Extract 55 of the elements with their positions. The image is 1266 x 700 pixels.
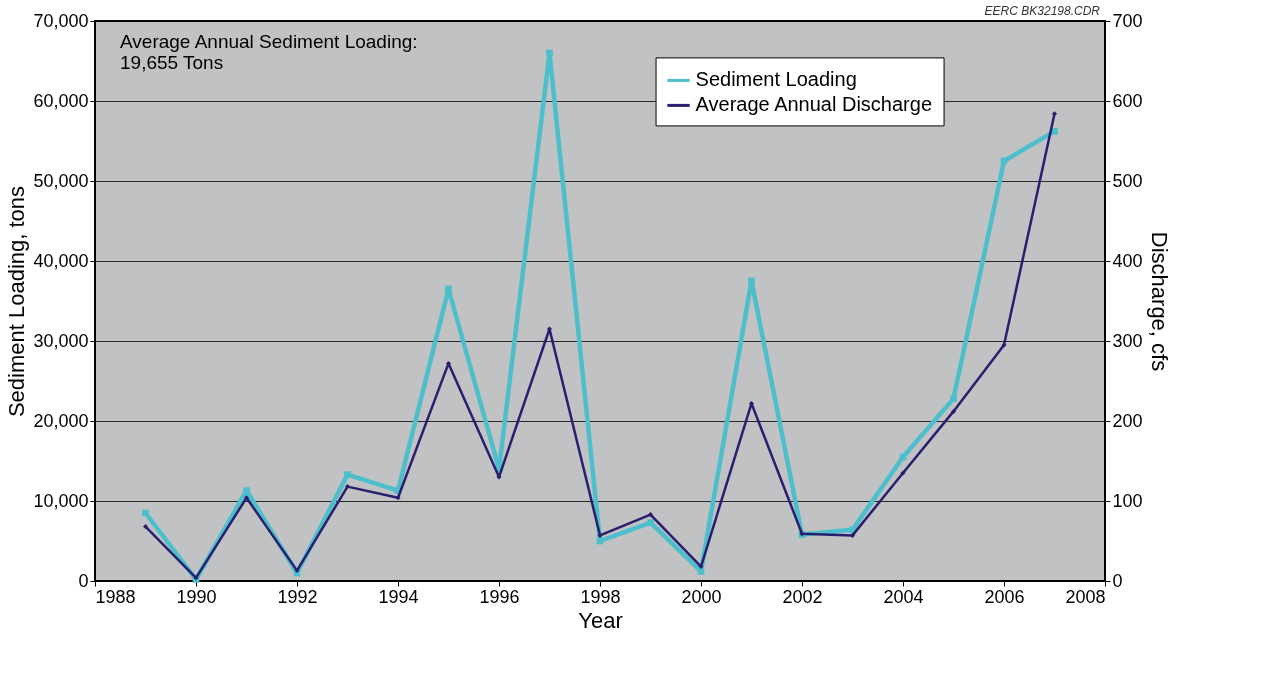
point <box>597 532 603 538</box>
y-tick-label: 50,000 <box>33 170 89 191</box>
point <box>900 470 906 476</box>
y2-tick-label: 300 <box>1112 330 1143 351</box>
point <box>344 471 351 478</box>
point <box>749 400 754 406</box>
point <box>648 512 653 518</box>
x-tick-label: 2000 <box>681 586 722 607</box>
point <box>345 484 350 490</box>
point <box>698 564 704 570</box>
y-tick-label: 60,000 <box>33 90 89 111</box>
x-tick-label: 2006 <box>984 586 1025 607</box>
y-axis-title: Sediment Loading, tons <box>4 185 30 418</box>
y2-tick-label: 500 <box>1112 170 1143 191</box>
annotation: Average Annual Sediment Loading: 19,655 Tons <box>120 31 418 73</box>
point <box>647 519 654 526</box>
y-tick-label: 70,000 <box>33 10 89 31</box>
y-tick-label: 10,000 <box>33 490 89 511</box>
y-tick-label: 0 <box>78 570 89 591</box>
point <box>143 524 148 530</box>
y2-tick-label: 200 <box>1112 410 1143 431</box>
x-tick-label: 1994 <box>378 586 419 607</box>
point <box>546 49 553 57</box>
y2-tick-label: 400 <box>1112 250 1143 271</box>
legend-label: Average Annual Discharge <box>695 93 933 116</box>
text: EERC BK32198.CDR <box>984 4 1101 18</box>
x-tick-label: 1992 <box>277 586 318 607</box>
point <box>748 277 755 285</box>
y2-tick-label: 100 <box>1112 490 1143 511</box>
y-tick-label: 30,000 <box>33 330 89 351</box>
point <box>950 395 957 402</box>
x-tick-label: 1988 <box>95 586 136 607</box>
point <box>850 532 855 538</box>
point <box>446 360 451 366</box>
point <box>395 495 401 501</box>
x-tick-label: 2004 <box>883 586 924 607</box>
x-axis-title: Year <box>578 607 623 633</box>
point <box>445 285 452 293</box>
x-tick-label: 1996 <box>479 586 520 607</box>
point <box>244 495 249 501</box>
point <box>142 509 149 517</box>
y2-tick-label: 700 <box>1112 10 1143 31</box>
legend-label: Sediment Loading <box>695 68 857 91</box>
y2-axis-title: Discharge, cfs <box>1146 231 1172 372</box>
y2-tick-label: 600 <box>1112 90 1143 111</box>
y2-tick-label: 0 <box>1112 570 1123 591</box>
x-tick-label: 1998 <box>580 586 621 607</box>
x-tick-label: 1990 <box>176 586 217 607</box>
x-tick-label: 2002 <box>782 586 823 607</box>
point <box>1001 342 1007 348</box>
point <box>1052 111 1057 117</box>
y-tick-label: 40,000 <box>33 250 89 271</box>
x-tick-label: 2008 <box>1065 586 1106 607</box>
point <box>951 408 956 414</box>
y-tick-label: 20,000 <box>33 410 89 431</box>
